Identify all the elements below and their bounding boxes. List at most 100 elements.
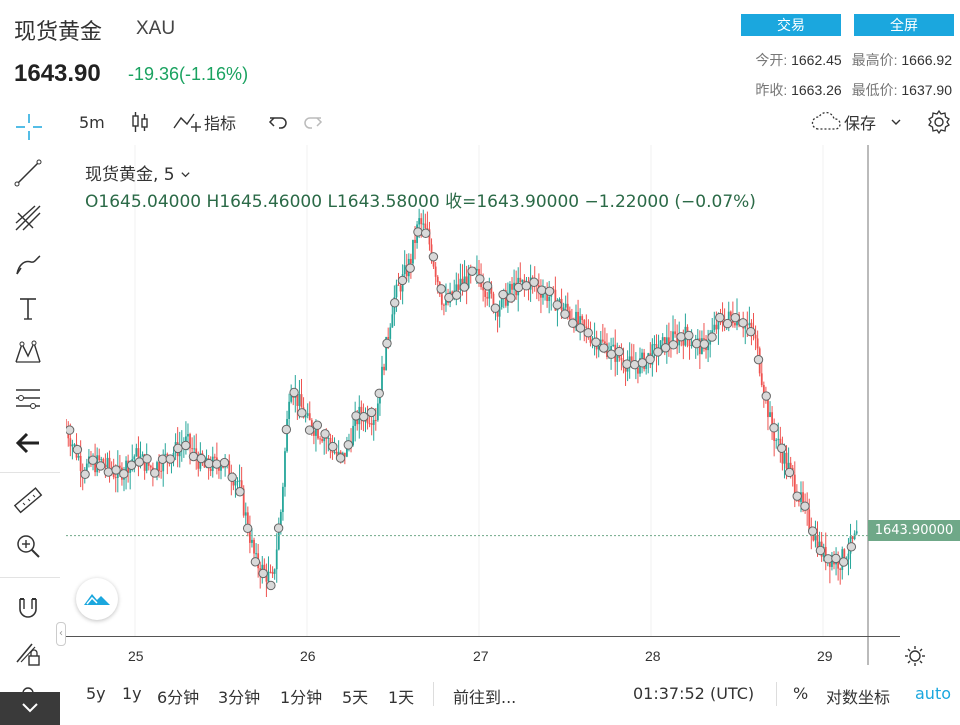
data-point-marker	[80, 469, 90, 480]
candle-body	[409, 258, 412, 264]
save-label: 保存	[844, 114, 877, 133]
data-point-marker	[707, 332, 717, 342]
trade-button[interactable]: 交易	[741, 14, 841, 36]
utc-clock[interactable]: 01:37:52 (UTC)	[633, 684, 755, 703]
candle-body	[213, 456, 216, 458]
candle-body	[521, 279, 524, 283]
candle-body	[463, 276, 466, 284]
ruler-icon[interactable]	[10, 483, 46, 519]
data-point-marker	[529, 277, 539, 287]
candle-body	[343, 452, 346, 457]
range-6m[interactable]: 6分钟	[157, 688, 200, 707]
data-point-marker	[653, 347, 663, 357]
trend-line-icon[interactable]	[10, 155, 46, 191]
range-5y[interactable]: 5y	[86, 684, 106, 703]
data-point-marker	[320, 429, 330, 439]
candle-body	[581, 316, 584, 321]
candle-body	[767, 395, 769, 418]
candle-body	[498, 307, 501, 317]
candle-body	[193, 448, 196, 450]
legend-name: 现货黄金, 5	[85, 165, 175, 185]
goto-date-button[interactable]: 前往到...	[453, 688, 517, 707]
save-button[interactable]: 保存	[810, 108, 902, 136]
stats-row-open-high: 今开: 1662.45 最高价: 1666.92	[749, 50, 952, 70]
axis-settings-icon[interactable]	[904, 642, 926, 670]
data-point-marker	[668, 340, 679, 350]
data-point-marker	[599, 343, 609, 353]
data-point-marker	[575, 323, 586, 333]
settings-gear-icon[interactable]	[926, 108, 952, 136]
candle-body	[729, 311, 732, 316]
candle-body	[762, 385, 765, 396]
data-point-marker	[823, 554, 833, 564]
data-point-marker	[761, 391, 771, 401]
candle-body	[279, 512, 282, 527]
data-point-marker	[157, 454, 168, 464]
fibonacci-icon[interactable]	[10, 380, 46, 416]
data-point-marker	[188, 451, 199, 462]
candle-body	[329, 437, 332, 446]
data-point-marker	[382, 338, 392, 349]
brush-icon[interactable]	[10, 245, 46, 281]
pattern-icon[interactable]	[10, 335, 46, 371]
data-point-marker	[142, 454, 152, 464]
data-point-marker	[475, 274, 485, 284]
x-axis-line	[66, 636, 900, 637]
data-point-marker	[490, 303, 501, 313]
candle-body	[754, 334, 757, 339]
price-chart[interactable]	[64, 145, 960, 665]
lock-pencil-icon[interactable]	[10, 635, 46, 671]
chart-canvas	[64, 145, 869, 665]
auto-scale-toggle[interactable]: auto	[915, 684, 952, 703]
indicators-button[interactable]: 指标	[172, 108, 236, 136]
candle-body	[843, 549, 846, 562]
interval-selector[interactable]: 5m	[79, 112, 105, 132]
data-point-marker	[498, 289, 508, 300]
candle-body	[236, 481, 239, 483]
percent-scale-toggle[interactable]: %	[793, 684, 809, 703]
log-scale-toggle[interactable]: 对数坐标	[826, 688, 891, 707]
range-1d[interactable]: 1天	[388, 688, 415, 707]
range-1y[interactable]: 1y	[122, 684, 142, 703]
range-3m[interactable]: 3分钟	[218, 688, 261, 707]
data-point-marker	[165, 454, 175, 464]
data-point-marker	[181, 440, 191, 451]
candle-body	[381, 366, 383, 396]
candle-body	[323, 436, 326, 442]
candle-type-icon[interactable]	[128, 108, 152, 136]
candle-body	[750, 322, 753, 329]
data-point-marker	[103, 467, 114, 477]
broker-logo-icon[interactable]	[76, 578, 118, 620]
candle-body	[145, 457, 148, 471]
legend-title[interactable]: 现货黄金, 5	[85, 160, 191, 185]
text-tool-icon[interactable]	[10, 290, 46, 326]
crosshair-icon[interactable]	[14, 112, 44, 142]
back-arrow-icon[interactable]	[10, 425, 46, 461]
toolbar-divider	[0, 472, 60, 473]
data-point-marker	[482, 281, 493, 291]
candle-body	[459, 278, 462, 290]
candle-body	[222, 466, 224, 468]
candle-body	[604, 341, 606, 344]
candle-body	[771, 412, 773, 431]
candle-body	[306, 413, 309, 416]
pitchfork-icon[interactable]	[10, 200, 46, 236]
collapse-toolbar-tab[interactable]: ‹	[56, 622, 66, 646]
candle-body	[133, 456, 136, 460]
candle-body	[785, 452, 788, 469]
chevron-down-icon	[20, 700, 40, 719]
redo-icon[interactable]	[302, 108, 324, 136]
zoom-in-icon[interactable]	[10, 528, 46, 564]
fullscreen-button[interactable]: 全屏	[854, 14, 954, 36]
undo-icon[interactable]	[267, 108, 289, 136]
data-point-marker	[629, 359, 640, 370]
data-point-marker	[606, 349, 617, 359]
candle-body	[783, 452, 786, 464]
candle-body	[793, 474, 796, 495]
magnet-icon[interactable]	[10, 590, 46, 626]
range-1m[interactable]: 1分钟	[280, 688, 323, 707]
collapse-panel-button[interactable]	[0, 692, 60, 725]
candle-body	[589, 336, 592, 343]
candle-body	[284, 451, 286, 487]
range-5d[interactable]: 5天	[342, 688, 369, 707]
